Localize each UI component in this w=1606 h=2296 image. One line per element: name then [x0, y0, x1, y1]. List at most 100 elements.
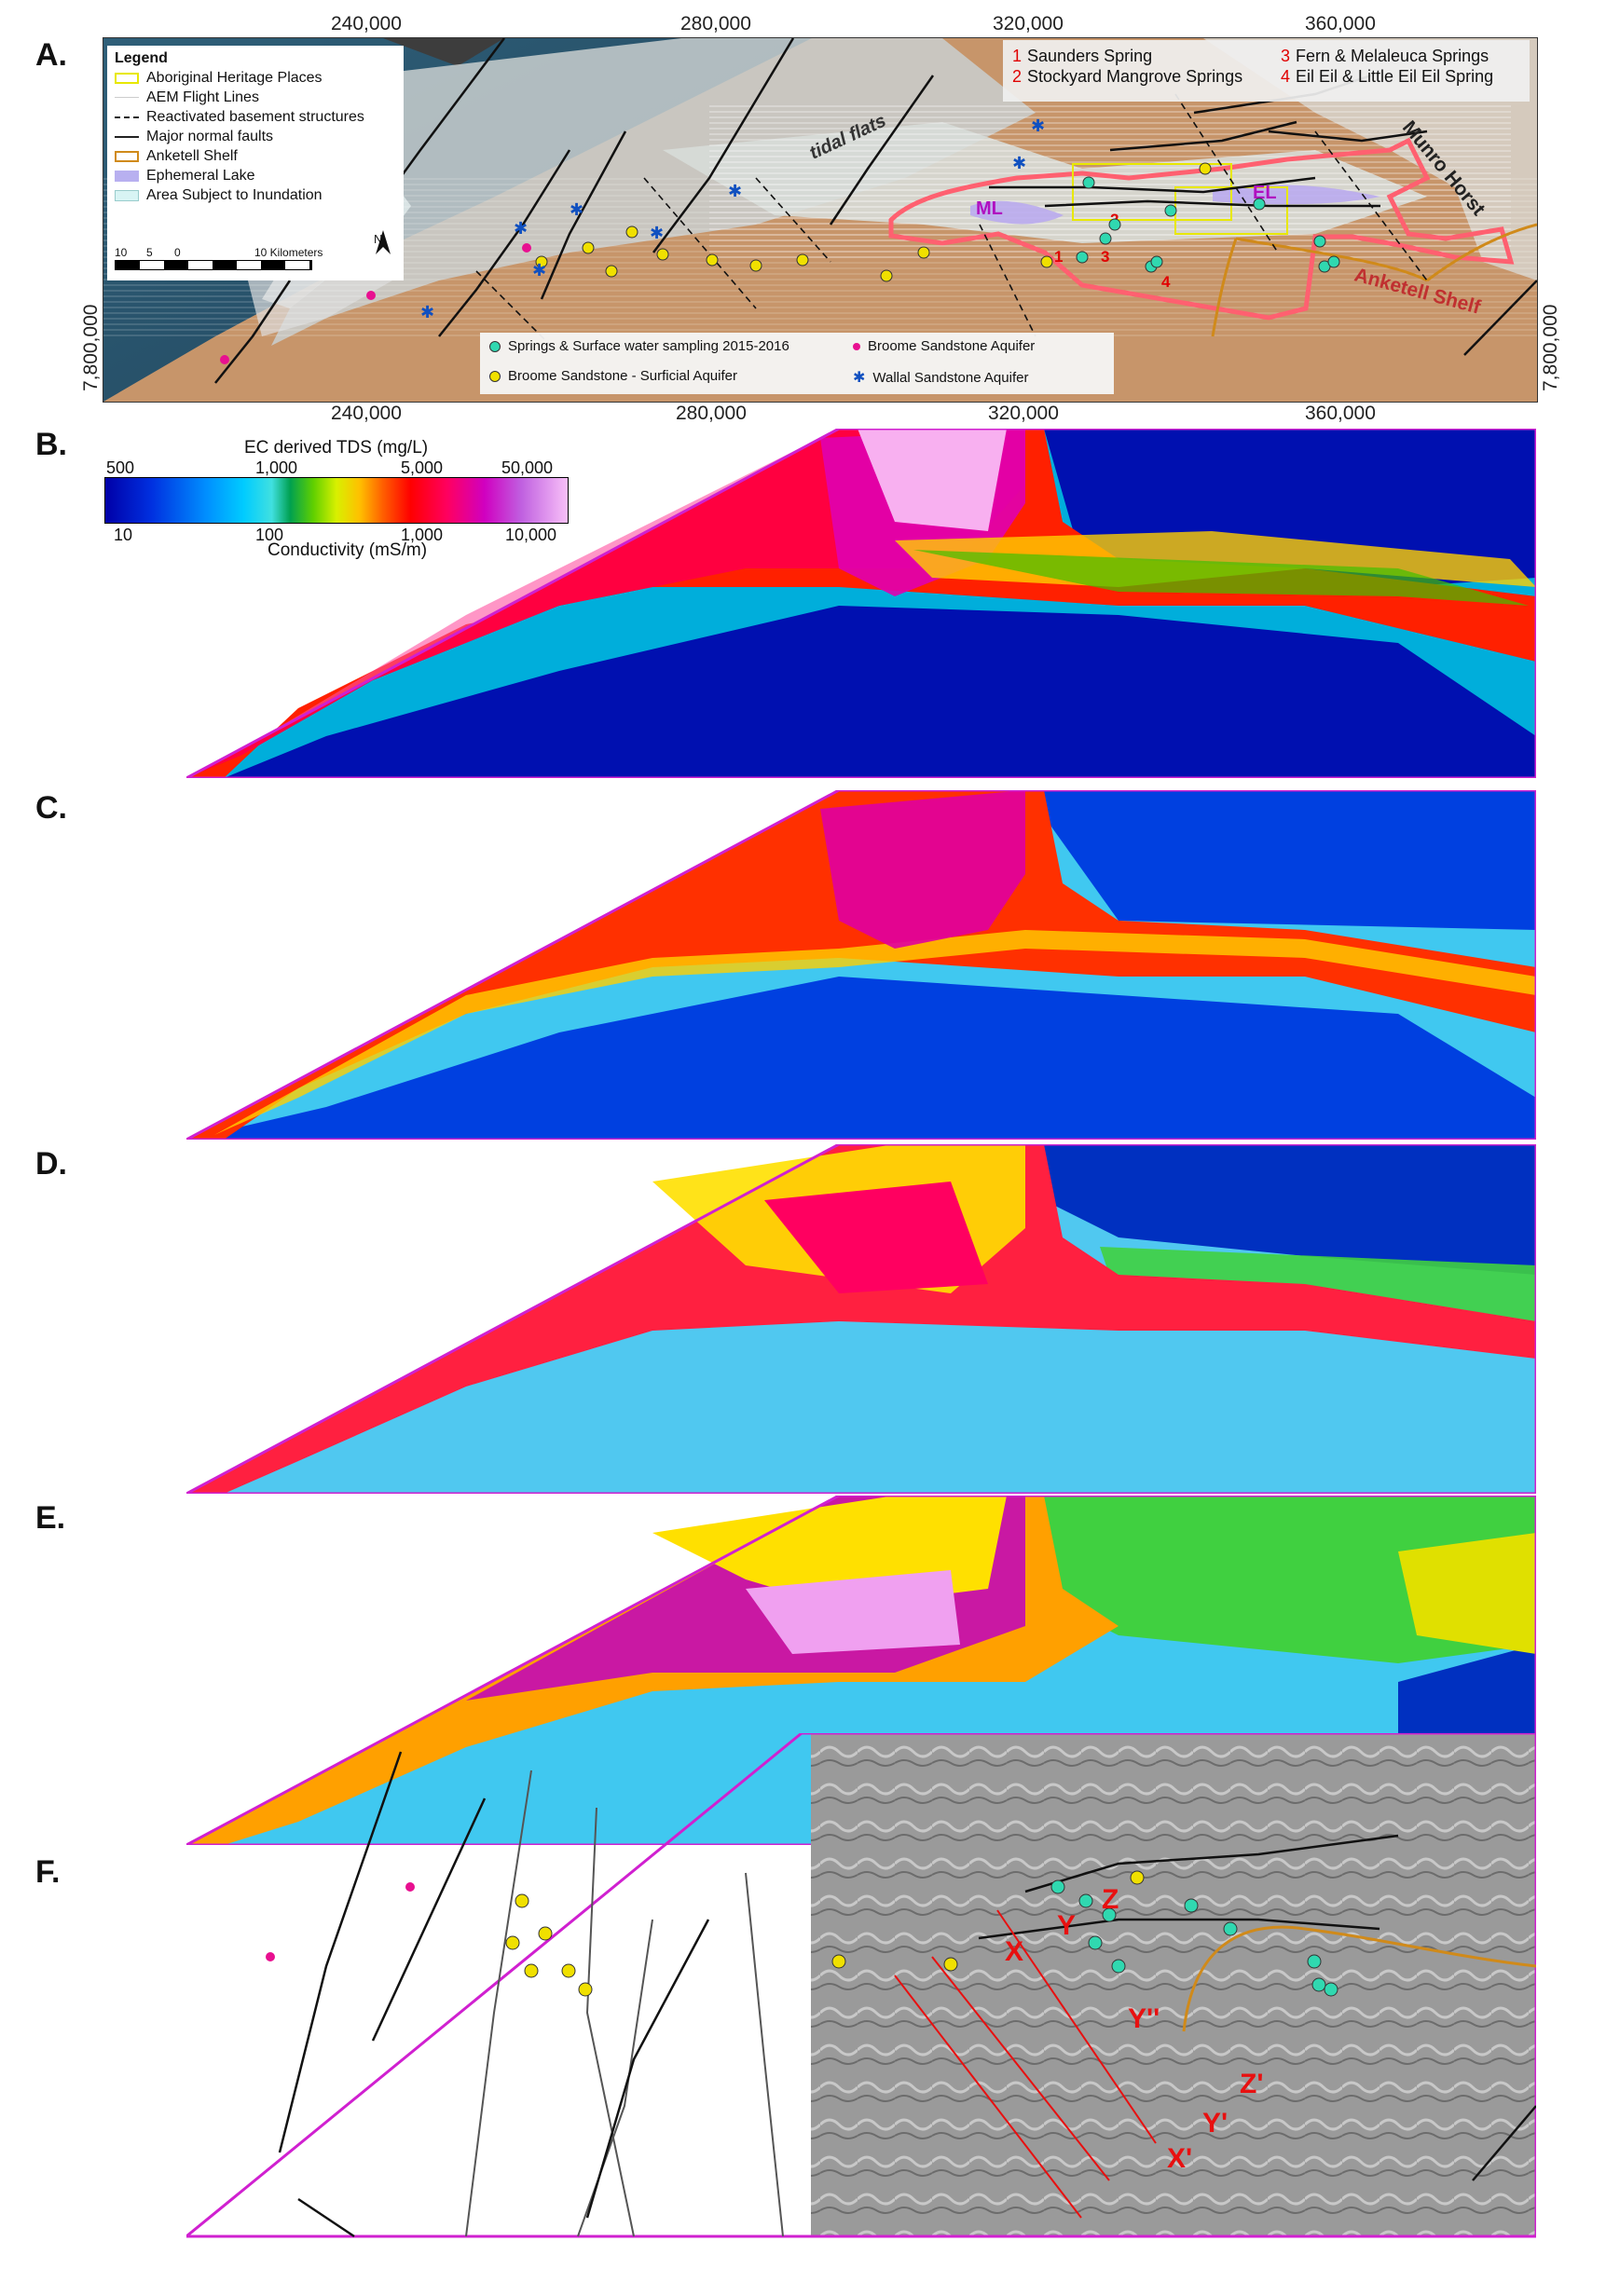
scale-label: 0	[174, 246, 181, 259]
colorbar-top-tick: 50,000	[501, 458, 554, 477]
coord-right-7800000: 7,800,000	[1540, 304, 1561, 391]
colorbar-bottom-tick: 10,000	[505, 526, 557, 544]
colorbar-bottom-tick: 100	[255, 526, 284, 544]
heritage-swatch	[115, 72, 139, 84]
legend-item-flight-lines: AEM Flight Lines	[115, 88, 396, 107]
colorbar-title: EC derived TDS (mg/L)	[244, 438, 429, 458]
sampling-springs-label: Springs & Surface water sampling 2015-20…	[508, 338, 789, 354]
anketell-swatch	[115, 150, 139, 162]
scale-labels: 10 5 0 10 Kilometers	[115, 243, 338, 262]
panel-label-f: F.	[35, 1854, 61, 1890]
legend-label: Reactivated basement structures	[146, 108, 364, 125]
spring-entry: 3 Fern & Melaleuca Springs	[1281, 47, 1489, 65]
coord-bottom-280000: 280,000	[676, 403, 747, 424]
svg-text:✱: ✱	[728, 182, 742, 201]
sampling-wallal-label: Wallal Sandstone Aquifer	[872, 369, 1029, 386]
coord-bottom-320000: 320,000	[988, 403, 1059, 424]
sampling-key: Springs & Surface water sampling 2015-20…	[480, 333, 1114, 394]
coord-top-240000: 240,000	[331, 13, 402, 34]
colorbar-bottom-tick: 10	[114, 526, 133, 544]
solid-line-swatch	[115, 135, 139, 138]
spring-number-4: 4	[1161, 273, 1171, 291]
springs-key-col-1: 1 Saunders Spring 2 Stockyard Mangrove Spr…	[1012, 46, 1242, 87]
north-arrow-icon: N	[374, 230, 391, 254]
coord-top-360000: 360,000	[1305, 13, 1376, 34]
dashed-line-swatch	[115, 116, 139, 118]
section-label-y-double-prime: Y''	[1128, 2003, 1160, 2034]
scale-label: 10 Kilometers	[254, 246, 323, 259]
colorbar: EC derived TDS (mg/L) 500 1,000 5,000 50…	[104, 438, 570, 560]
satellite-map: Legend Aboriginal Heritage Places AEM Fl…	[103, 37, 1538, 403]
aem-map-b	[186, 429, 1536, 778]
sampling-surficial-label: Broome Sandstone - Surficial Aquifer	[508, 368, 737, 384]
svg-text:✱: ✱	[420, 303, 434, 322]
relief-map-f	[186, 1733, 1536, 2238]
sampling-broome: Broome Sandstone Aquifer	[853, 338, 1035, 354]
section-label-x-prime: X'	[1167, 2143, 1193, 2174]
flight-lines-swatch	[115, 97, 139, 98]
north-label: N	[374, 232, 383, 246]
scale-label: 10	[115, 246, 128, 259]
scale-bar	[115, 260, 312, 270]
spring-number-1: 1	[1054, 248, 1064, 266]
aem-map-d	[186, 1144, 1536, 1494]
svg-text:✱: ✱	[1031, 116, 1045, 136]
legend-label: Aboriginal Heritage Places	[146, 69, 323, 86]
legend-label: Major normal faults	[146, 128, 274, 144]
scale-label: 5	[146, 246, 153, 259]
map-legend: Legend Aboriginal Heritage Places AEM Fl…	[107, 46, 404, 280]
legend-item-lake: Ephemeral Lake	[115, 166, 396, 185]
svg-text:✱: ✱	[514, 219, 528, 239]
inundation-swatch	[115, 189, 139, 201]
wallal-star-icon: ✱	[853, 370, 866, 386]
spring-number-3: 3	[1101, 248, 1110, 266]
svg-text:✱: ✱	[570, 200, 583, 220]
colorbar-gradient	[104, 477, 569, 524]
panel-label-a: A.	[35, 37, 67, 73]
section-label-x: X	[1005, 1936, 1024, 1967]
section-label-y-prime: Y'	[1202, 2108, 1229, 2139]
coord-left-7800000: 7,800,000	[80, 304, 102, 391]
panel-label-e: E.	[35, 1500, 66, 1536]
coord-bottom-360000: 360,000	[1305, 403, 1376, 424]
legend-label: AEM Flight Lines	[146, 89, 259, 105]
sample-points-layer: ✱ ✱ ✱ ✱ ✱ ✱ ✱ ✱	[220, 116, 1340, 364]
spring-entry: 2 Stockyard Mangrove Springs	[1012, 67, 1243, 86]
el-label: EL	[1253, 183, 1277, 203]
colorbar-top-tick: 5,000	[401, 458, 444, 477]
lake-swatch	[115, 170, 139, 182]
colorbar-axis-label: Conductivity (mS/m)	[268, 540, 428, 560]
svg-text:✱: ✱	[1012, 154, 1026, 173]
spring-entry: 1 Saunders Spring	[1012, 47, 1153, 65]
legend-label: Ephemeral Lake	[146, 167, 255, 184]
panel-label-c: C.	[35, 790, 67, 826]
coord-bottom-240000: 240,000	[331, 403, 402, 424]
legend-item-anketell: Anketell Shelf	[115, 146, 396, 166]
spring-dot-icon	[489, 340, 501, 352]
sampling-springs: Springs & Surface water sampling 2015-20…	[489, 338, 789, 354]
broome-dot-icon	[853, 342, 860, 350]
legend-label: Anketell Shelf	[146, 147, 238, 164]
sampling-surficial: Broome Sandstone - Surficial Aquifer	[489, 368, 737, 384]
legend-item-faults: Major normal faults	[115, 127, 396, 146]
sampling-broome-label: Broome Sandstone Aquifer	[868, 338, 1036, 354]
spring-entry: 4 Eil Eil & Little Eil Eil Spring	[1281, 67, 1494, 86]
legend-item-reactivated: Reactivated basement structures	[115, 107, 396, 127]
coord-top-280000: 280,000	[680, 13, 751, 34]
surficial-dot-icon	[489, 370, 501, 382]
ml-label: ML	[976, 198, 1003, 219]
panel-label-d: D.	[35, 1146, 67, 1182]
legend-title: Legend	[115, 50, 168, 66]
colorbar-top-tick: 1,000	[255, 458, 298, 477]
legend-item-inundation: Area Subject to Inundation	[115, 185, 396, 205]
svg-text:✱: ✱	[532, 261, 546, 280]
springs-key-col-2: 3 Fern & Melaleuca Springs 4 Eil Eil & Lit…	[1281, 46, 1493, 87]
section-label-z-prime: Z'	[1240, 2069, 1264, 2099]
legend-label: Area Subject to Inundation	[146, 186, 323, 203]
section-label-z: Z	[1102, 1884, 1119, 1915]
section-label-y: Y	[1057, 1910, 1077, 1941]
svg-text:✱: ✱	[650, 224, 664, 243]
colorbar-top-tick: 500	[106, 458, 135, 477]
coord-top-320000: 320,000	[993, 13, 1064, 34]
aem-map-c	[186, 790, 1536, 1140]
